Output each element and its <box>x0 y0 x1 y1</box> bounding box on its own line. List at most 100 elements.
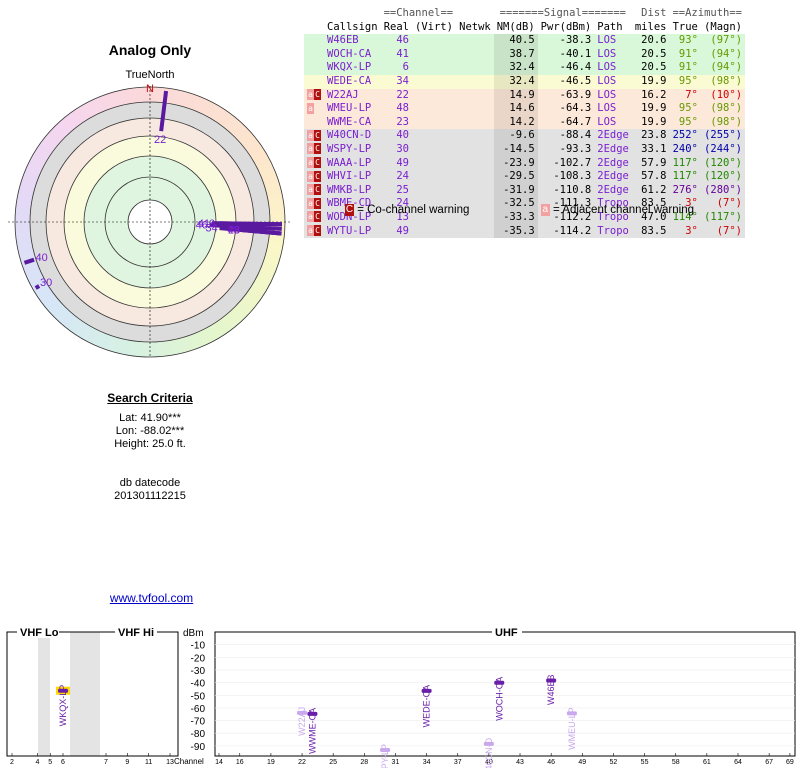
signal-bar <box>23 257 35 265</box>
noise-margin: 32.4 <box>493 74 538 89</box>
distance: 16.2 <box>641 88 667 101</box>
network <box>456 157 494 171</box>
power: -64.3 <box>559 102 592 115</box>
distance: 19.9 <box>641 115 667 128</box>
x-axis-label: Channel <box>174 757 204 766</box>
distance: 61.2 <box>641 183 667 196</box>
path: LOS <box>597 61 617 74</box>
warning-mark: C <box>314 197 321 209</box>
path: LOS <box>597 88 617 101</box>
path: LOS <box>597 102 617 115</box>
channel: 13 <box>396 210 409 223</box>
station-label: W46EB <box>546 674 556 705</box>
section-label-bg <box>492 626 522 638</box>
section-label: UHF <box>495 627 518 639</box>
warning-mark: C <box>314 89 321 101</box>
station-label: W22AJ <box>297 707 307 736</box>
azimuth-magnetic: (10°) <box>710 88 743 101</box>
warnings <box>304 116 324 130</box>
site-link[interactable]: www.tvfool.com <box>109 591 194 605</box>
x-tick-label: 9 <box>125 759 129 766</box>
callsign: W22AJ <box>327 88 359 101</box>
azimuth-true: 95° <box>678 74 698 87</box>
virtual-channel <box>412 34 456 48</box>
y-tick-label: -10 <box>191 641 206 652</box>
network <box>456 48 494 62</box>
x-tick-label: 61 <box>703 759 711 766</box>
y-tick-label: -40 <box>191 679 206 690</box>
warning-mark: a <box>307 225 314 236</box>
azimuth-magnetic: (280°) <box>704 183 743 196</box>
signal-bar <box>34 284 41 290</box>
legend-mark: C <box>345 204 354 216</box>
channel: 24 <box>396 197 409 210</box>
header: Real <box>383 20 409 33</box>
distance: 33.1 <box>641 142 667 155</box>
header: NM(dB) <box>496 20 535 33</box>
x-tick-label: 49 <box>578 759 586 766</box>
signal-bar <box>241 228 282 236</box>
warnings <box>304 75 324 89</box>
channel: 30 <box>396 142 409 155</box>
x-tick-label: 28 <box>360 759 368 766</box>
legend-text: = Co-channel warning <box>357 204 470 217</box>
noise-margin: -14.5 <box>493 142 538 157</box>
callsign: WKQX-LP <box>327 61 372 74</box>
legend-text: = Adjacent channel warning <box>553 204 694 217</box>
x-tick-label: 46 <box>547 759 555 766</box>
distance: 19.9 <box>641 74 667 87</box>
y-tick-label: -90 <box>191 742 206 753</box>
x-tick-label: 64 <box>734 759 742 766</box>
station-row: WOCH-CA 41 38.7 -40.1 LOS 20.5 91° (94°) <box>304 47 746 62</box>
azimuth-magnetic: (7°) <box>716 224 743 237</box>
distance: 57.9 <box>641 156 667 169</box>
path: 2Edge <box>597 183 629 196</box>
callsign: WWME-CA <box>327 115 372 128</box>
channel: 34 <box>396 74 409 87</box>
warning-mark: a <box>307 211 314 223</box>
x-tick-label: 7 <box>104 759 108 766</box>
noise-margin: 40.5 <box>493 34 538 48</box>
warning-mark: a <box>307 184 314 196</box>
path: Tropo <box>597 224 629 237</box>
azimuth-true: 252° <box>672 129 698 142</box>
warning-mark: a <box>307 129 314 141</box>
power: -63.9 <box>559 88 592 101</box>
channel: 49 <box>396 156 409 169</box>
callsign: WYTU-LP <box>327 224 372 237</box>
signal-bar <box>380 748 391 753</box>
station-label: WEDE-CA <box>422 685 432 728</box>
polar-label: 22 <box>154 134 166 146</box>
azimuth-true: 7° <box>685 88 698 101</box>
virtual-channel <box>412 116 456 130</box>
azimuth-true: 240° <box>672 142 698 155</box>
warning-mark: C <box>314 211 321 223</box>
station-row: WKQX-LP 6 32.4 -46.4 LOS 20.5 91° (94°) <box>304 61 746 75</box>
signal-bar <box>307 711 318 716</box>
header: Callsign <box>327 20 378 33</box>
power: -111.3 <box>553 197 592 210</box>
azimuth-magnetic: (94°) <box>710 47 743 60</box>
group-header: ==Azimuth== <box>672 7 743 19</box>
polar-label: 48 <box>227 224 239 236</box>
signal-bar <box>566 711 577 716</box>
network <box>456 89 494 103</box>
callsign: WBME-CD <box>324 197 381 211</box>
power: -114.2 <box>553 224 592 237</box>
azimuth-true: 3° <box>685 197 698 210</box>
signal-bar <box>297 710 308 715</box>
noise-margin: -35.3 <box>493 224 538 239</box>
criteria: Lat: 41.90*** Lon: -88.02*** Height: 25.… <box>0 412 300 503</box>
y-axis-label: dBm <box>183 628 204 639</box>
distance: 83.5 <box>641 197 667 210</box>
azimuth-magnetic: (98°) <box>710 74 743 87</box>
azimuth-magnetic: (98°) <box>710 102 743 115</box>
y-tick-label: -50 <box>191 691 206 702</box>
path: 2Edge <box>597 156 629 169</box>
signal-bar <box>209 223 282 231</box>
power: -88.4 <box>559 129 592 142</box>
